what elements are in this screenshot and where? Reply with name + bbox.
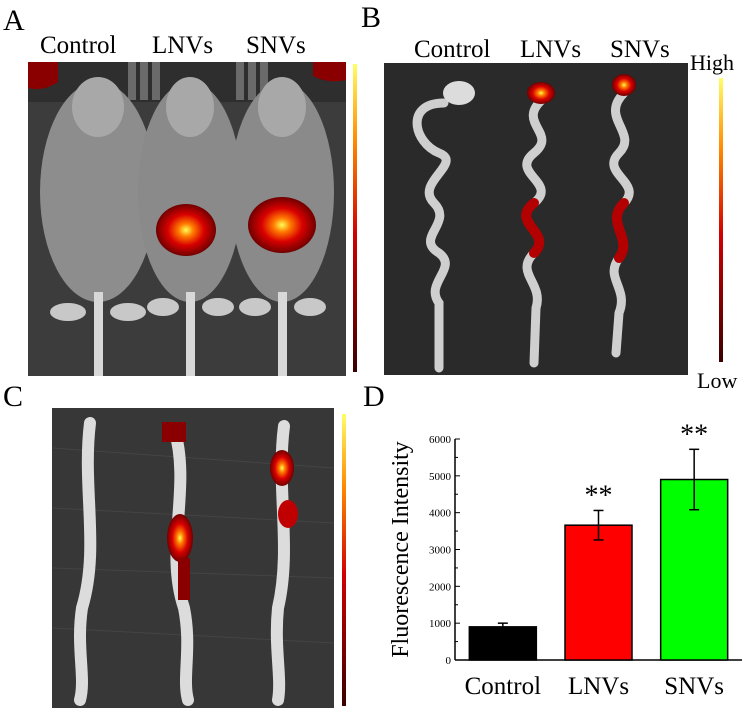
signal-snvs bbox=[248, 197, 316, 253]
panel-b-scale-low: Low bbox=[697, 368, 738, 393]
y-tick-label: 6000 bbox=[429, 434, 452, 446]
x-tick-label: SNVs bbox=[664, 673, 724, 700]
panel-c-letter: C bbox=[3, 380, 24, 413]
panel-a-color-scale bbox=[353, 64, 357, 372]
x-tick-label: LNVs bbox=[568, 673, 629, 700]
panel-c-color-scale bbox=[342, 414, 346, 706]
panel-d-letter: D bbox=[363, 380, 385, 413]
panel-c-segment-image bbox=[52, 408, 334, 708]
panel-b-label-snvs: SNVs bbox=[610, 36, 670, 63]
y-tick-label: 5000 bbox=[429, 471, 452, 483]
panel-a-label-lnvs: LNVs bbox=[152, 32, 214, 59]
significance-marker: ** bbox=[585, 480, 613, 511]
panel-b-label-control: Control bbox=[414, 36, 491, 63]
panel-a-label-control: Control bbox=[40, 32, 117, 59]
panel-d-bar-chart: 0 1000 2000 3000 4000 5000 6000 Fluorescence In… bbox=[388, 419, 742, 700]
y-axis-label: Fluorescence Intensity bbox=[388, 441, 414, 658]
panel-b-letter: B bbox=[361, 1, 382, 34]
panel-a-letter: A bbox=[3, 4, 25, 37]
y-tick-label: 2000 bbox=[429, 581, 452, 593]
bar-lnvs bbox=[564, 524, 633, 661]
intestine-control bbox=[412, 98, 451, 373]
panel-b-label-lnvs: LNVs bbox=[520, 36, 582, 63]
bar-control bbox=[468, 626, 538, 661]
y-tick-label: 1000 bbox=[429, 618, 452, 630]
y-tick-label: 3000 bbox=[429, 545, 452, 557]
mouse-snvs bbox=[230, 77, 334, 376]
x-tick-label: Control bbox=[465, 673, 541, 700]
significance-marker: ** bbox=[680, 419, 708, 450]
segment-control bbox=[74, 417, 97, 706]
panel-a-mouse-image bbox=[28, 62, 346, 376]
y-tick-label: 0 bbox=[446, 655, 452, 667]
panel-b-intestine-image bbox=[384, 63, 688, 375]
panel-b-color-scale bbox=[719, 78, 723, 362]
panel-b-scale-high: High bbox=[690, 50, 734, 75]
panel-a-label-snvs: SNVs bbox=[246, 32, 306, 59]
y-tick-label: 4000 bbox=[429, 508, 452, 520]
mouse-control bbox=[40, 77, 156, 376]
signal-lnvs bbox=[156, 204, 216, 256]
